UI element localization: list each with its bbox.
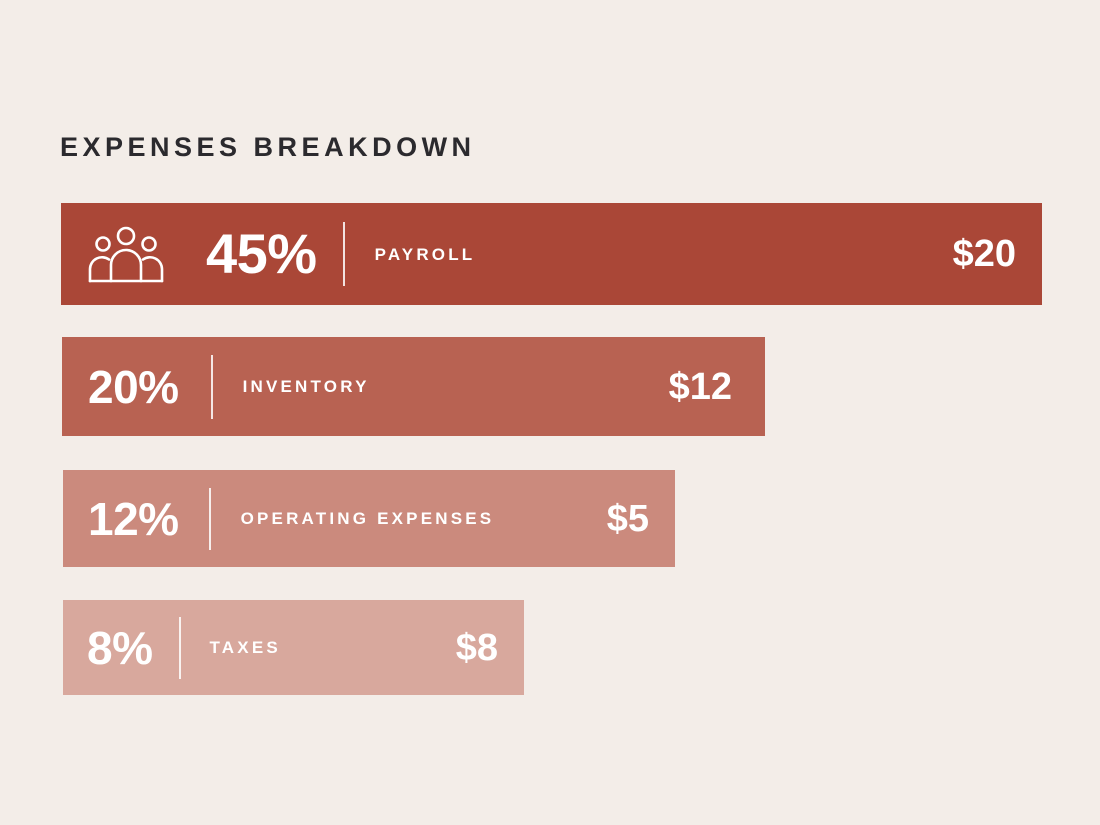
value-label: $5 bbox=[606, 497, 649, 540]
category-label: PAYROLL bbox=[374, 244, 476, 264]
value-label: $20 bbox=[952, 233, 1016, 275]
percent-label: 45% bbox=[206, 222, 317, 285]
bar-inventory: 20% INVENTORY $12 bbox=[62, 337, 765, 436]
category-label: INVENTORY bbox=[242, 377, 370, 396]
value-label: $12 bbox=[668, 365, 732, 408]
bar-divider bbox=[179, 616, 182, 679]
category-label: TAXES bbox=[209, 638, 281, 657]
bar-taxes: 8% TAXES $8 bbox=[63, 600, 524, 695]
percent-label: 20% bbox=[88, 360, 179, 413]
bar-operating-expenses: 12% OPERATING EXPENSES $5 bbox=[63, 470, 675, 567]
bar-divider bbox=[342, 222, 345, 286]
percent-label: 12% bbox=[88, 492, 179, 545]
category-label: OPERATING EXPENSES bbox=[240, 509, 495, 528]
bar-payroll: 45% PAYROLL $20 bbox=[61, 203, 1042, 305]
bar-divider bbox=[208, 487, 211, 550]
percent-label: 8% bbox=[87, 621, 153, 674]
chart-title: EXPENSES BREAKDOWN bbox=[60, 132, 476, 162]
bar-divider bbox=[210, 354, 213, 419]
people-icon bbox=[86, 224, 166, 284]
value-label: $8 bbox=[455, 626, 498, 669]
